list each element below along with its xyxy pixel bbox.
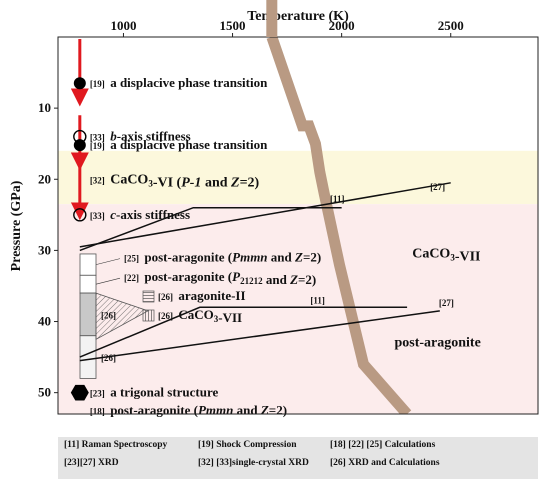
line-label-2: [11] [310, 296, 325, 306]
legend-item-3: [23][27] XRD [64, 458, 119, 468]
point-label-2-label: a displacive phase transition [110, 137, 268, 152]
range-box-1 [79, 274, 97, 294]
range-triangle [95, 292, 149, 340]
point-label-5-ref: [23] [90, 389, 105, 399]
line-2 [79, 306, 408, 358]
point-label-2-ref: [19] [90, 141, 105, 151]
hatch-label-1: [26] CaCO3-VII [158, 307, 242, 325]
range-label-0-label: post-aragonite (Pmmn and Z=2) [144, 250, 321, 265]
range-ref-2: [26] [101, 310, 116, 320]
range-label-1-ref: [22] [124, 273, 139, 283]
point-label-0-ref: [19] [90, 79, 105, 89]
range-label-0-ref: [25] [124, 254, 139, 264]
line-label-3: [27] [439, 298, 454, 308]
chart: [27] [11] [11] [27] [25] post-aragonite (Pmm… [9, 0, 539, 417]
hatch-label-1-label: CaCO3-VII [178, 307, 242, 325]
range-box-3 [79, 335, 97, 379]
point-marker-4 [73, 208, 87, 222]
legend-item-2: [18] [22] [25] Calculations [330, 440, 436, 450]
point-label-5-label: a trigonal structure [110, 385, 218, 400]
point-label-1: [33] b-axis stiffness [90, 129, 191, 144]
phase-boundary [266, 37, 412, 414]
legend-item-5: [26] XRD and Calculations [330, 458, 440, 468]
point-label-5: [23] a trigonal structure [90, 385, 219, 400]
line-3 [79, 310, 440, 362]
point-marker-5 [70, 384, 89, 401]
point-label-3: [32] CaCO3-VI (P-1 and Z=2) [90, 172, 260, 190]
region-0 [58, 150, 538, 205]
line-label-1: [11] [330, 194, 345, 204]
x-tick-label-0: 1000 [110, 18, 136, 33]
range-label-0: [25] post-aragonite (Pmmn and Z=2) [124, 250, 321, 265]
point-marker-2 [73, 139, 86, 152]
point-label-6-label: post-aragonite (Pmmn and Z=2) [110, 402, 287, 417]
y-tick-label-0: 10 [38, 100, 51, 115]
y-tick-label-3: 40 [38, 314, 51, 329]
legend: [11] Raman Spectroscopy [19] Shock Compre… [58, 437, 538, 479]
legend-item-1: [19] Shock Compression [198, 440, 297, 450]
hatch-swatch-0 [142, 290, 155, 303]
y-tick-label-1: 20 [38, 171, 51, 186]
plot-frame [57, 36, 539, 415]
point-label-3-ref: [32] [90, 175, 105, 185]
line-1 [79, 182, 451, 248]
range-leader-0 [95, 258, 121, 265]
phase-label-0: CaCO3-VII [412, 247, 480, 265]
hatch-swatch-1 [142, 309, 155, 322]
hatch-label-1-ref: [26] [158, 311, 173, 321]
line-0 [79, 206, 342, 252]
legend-item-0: [11] Raman Spectroscopy [64, 440, 168, 450]
point-label-6: [18] post-aragonite (Pmmn and Z=2) [90, 402, 287, 417]
hatch-label-0-label: aragonite-II [178, 288, 245, 303]
point-label-1-label: b-axis stiffness [110, 129, 191, 144]
line-label-0: [27] [430, 182, 445, 192]
range-label-1: [22] post-aragonite (P21212 and Z=2) [124, 269, 316, 287]
y-tick-label-4: 50 [38, 385, 51, 400]
range-ref-3: [26] [101, 353, 116, 363]
y-tick-label-2: 30 [38, 242, 51, 257]
point-label-0: [19] a displacive phase transition [90, 75, 268, 90]
range-box-0 [79, 253, 97, 276]
point-label-3-label: CaCO3-VI (P-1 and Z=2) [110, 172, 259, 190]
point-label-1-ref: [33] [90, 133, 105, 143]
range-label-1-label: post-aragonite (P21212 and Z=2) [144, 269, 316, 287]
x-tick-label-3: 2500 [438, 18, 464, 33]
point-label-0-label: a displacive phase transition [110, 75, 268, 90]
x-tick-label-1: 1500 [220, 18, 246, 33]
hatch-label-0-ref: [26] [158, 292, 173, 302]
point-label-4-ref: [33] [90, 211, 105, 221]
point-label-4-label: c-axis stiffness [110, 207, 190, 222]
point-label-6-ref: [18] [90, 406, 105, 416]
legend-item-4: [32] [33]single-crystal XRD [198, 458, 309, 468]
range-leader-1 [95, 277, 121, 285]
range-box-2 [79, 292, 97, 337]
point-marker-0 [73, 77, 86, 90]
x-tick-label-2: 2000 [329, 18, 355, 33]
point-label-4: [33] c-axis stiffness [90, 207, 190, 222]
hatch-label-0: [26] aragonite-II [158, 288, 246, 303]
y-axis-title: Pressure (GPa) [9, 180, 24, 271]
point-label-2: [19] a displacive phase transition [90, 137, 268, 152]
phase-label-1: post-aragonite [394, 335, 480, 350]
